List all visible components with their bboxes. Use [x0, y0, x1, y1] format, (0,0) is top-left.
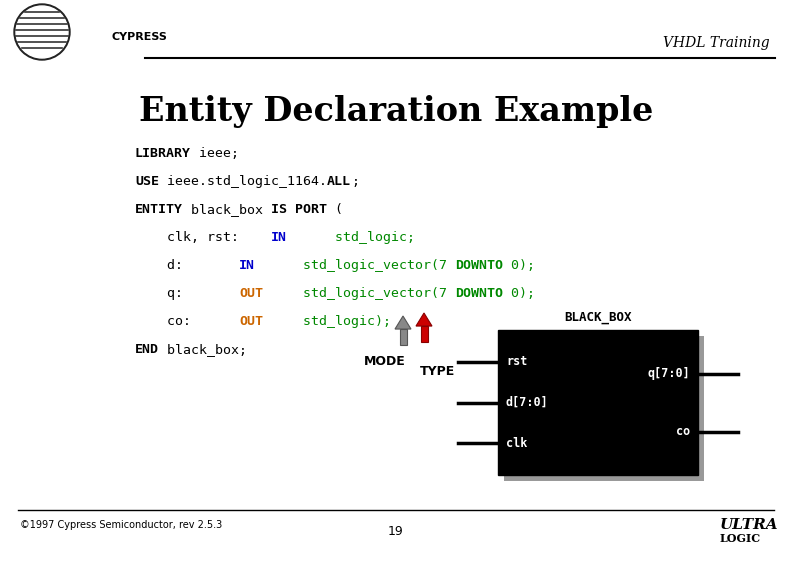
Polygon shape [416, 313, 432, 326]
Text: ULTRA: ULTRA [720, 518, 779, 532]
Text: co: co [676, 425, 690, 438]
Text: std_logic);: std_logic); [263, 315, 391, 328]
Text: MODE: MODE [364, 355, 406, 368]
Text: (: ( [327, 203, 343, 216]
Text: ieee.std_logic_1164.: ieee.std_logic_1164. [159, 175, 327, 188]
Polygon shape [399, 329, 406, 345]
Text: 0);: 0); [503, 287, 535, 300]
Text: CYPRESS: CYPRESS [112, 32, 168, 42]
Text: Entity Declaration Example: Entity Declaration Example [139, 95, 653, 128]
Text: END: END [135, 343, 159, 356]
Text: std_logic_vector(7: std_logic_vector(7 [263, 287, 455, 300]
Polygon shape [421, 326, 428, 342]
Text: rst: rst [506, 355, 527, 369]
Text: USE: USE [135, 175, 159, 188]
Text: VHDL Training: VHDL Training [664, 36, 770, 50]
Text: ;: ; [351, 175, 359, 188]
Bar [504, 336, 704, 481]
Text: ENTITY: ENTITY [135, 203, 183, 216]
Text: IS PORT: IS PORT [271, 203, 327, 216]
Text: black_box;: black_box; [159, 343, 247, 356]
Text: std_logic;: std_logic; [287, 231, 415, 244]
Text: ©1997 Cypress Semiconductor, rev 2.5.3: ©1997 Cypress Semiconductor, rev 2.5.3 [20, 520, 223, 530]
Text: DOWNTO: DOWNTO [455, 287, 503, 300]
Text: clk: clk [506, 437, 527, 450]
Text: d[7:0]: d[7:0] [506, 396, 549, 409]
Text: ALL: ALL [327, 175, 351, 188]
Text: LIBRARY: LIBRARY [135, 147, 191, 160]
Text: DOWNTO: DOWNTO [455, 259, 503, 272]
Circle shape [16, 6, 68, 58]
Text: ieee;: ieee; [191, 147, 239, 160]
Text: q[7:0]: q[7:0] [647, 367, 690, 380]
Text: IN: IN [239, 259, 255, 272]
Polygon shape [395, 316, 411, 329]
Text: 0);: 0); [503, 259, 535, 272]
Text: d:: d: [135, 259, 239, 272]
Text: 19: 19 [388, 525, 404, 538]
Text: co:: co: [135, 315, 239, 328]
Text: OUT: OUT [239, 315, 263, 328]
Text: q:: q: [135, 287, 239, 300]
Text: std_logic_vector(7: std_logic_vector(7 [255, 259, 455, 272]
Text: clk, rst:: clk, rst: [135, 231, 271, 244]
Bar [498, 330, 698, 475]
Text: IN: IN [271, 231, 287, 244]
Text: TYPE: TYPE [421, 365, 455, 378]
Circle shape [14, 4, 70, 60]
Text: black_box: black_box [183, 203, 271, 216]
Text: OUT: OUT [239, 287, 263, 300]
Text: BLACK_BOX: BLACK_BOX [564, 311, 632, 324]
Text: LOGIC: LOGIC [720, 533, 761, 544]
